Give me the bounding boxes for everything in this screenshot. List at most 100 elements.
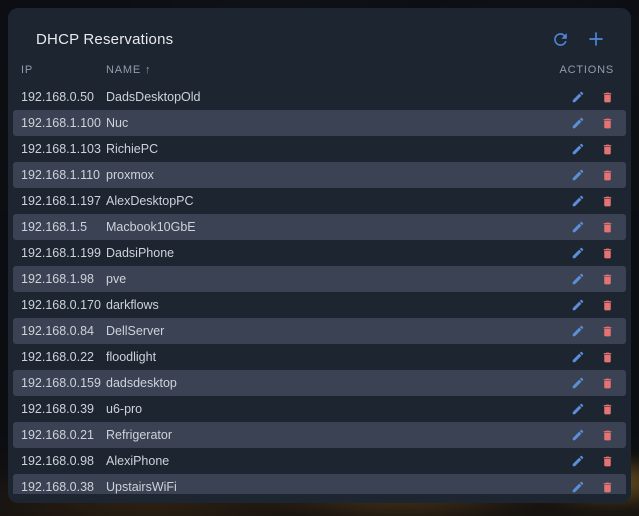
name-cell: UpstairsWiFi bbox=[106, 480, 177, 494]
ip-cell: 192.168.0.84 bbox=[21, 324, 94, 338]
edit-button[interactable] bbox=[571, 298, 585, 313]
row-actions bbox=[571, 90, 614, 105]
pencil-icon bbox=[571, 402, 585, 416]
name-cell: AlexDesktopPC bbox=[106, 194, 194, 208]
delete-button[interactable] bbox=[600, 428, 614, 443]
trash-icon bbox=[601, 142, 614, 157]
ip-cell: 192.168.0.159 bbox=[21, 376, 101, 390]
delete-button[interactable] bbox=[600, 376, 614, 391]
delete-button[interactable] bbox=[600, 142, 614, 157]
ip-cell: 192.168.0.22 bbox=[21, 350, 94, 364]
trash-icon bbox=[601, 220, 614, 235]
ip-cell: 192.168.0.170 bbox=[21, 298, 101, 312]
row-actions bbox=[571, 220, 614, 235]
row-actions bbox=[571, 324, 614, 339]
name-cell: pve bbox=[106, 272, 127, 286]
edit-button[interactable] bbox=[571, 402, 585, 417]
trash-icon bbox=[601, 116, 614, 131]
toolbar bbox=[549, 28, 607, 50]
ip-cell: 192.168.0.98 bbox=[21, 454, 94, 468]
pencil-icon bbox=[571, 428, 585, 442]
trash-icon bbox=[601, 324, 614, 339]
pencil-icon bbox=[571, 246, 585, 260]
trash-icon bbox=[601, 428, 614, 443]
trash-icon bbox=[601, 454, 614, 469]
reservations-list: 192.168.0.50 DadsDesktopOld 192.168.1.10… bbox=[13, 84, 626, 494]
table-row: 192.168.0.50 DadsDesktopOld bbox=[13, 84, 626, 110]
edit-button[interactable] bbox=[571, 90, 585, 105]
ip-cell: 192.168.0.50 bbox=[21, 90, 94, 104]
edit-button[interactable] bbox=[571, 168, 585, 183]
panel-title: DHCP Reservations bbox=[36, 30, 174, 48]
edit-button[interactable] bbox=[571, 246, 585, 261]
ip-cell: 192.168.1.199 bbox=[21, 246, 101, 260]
name-cell: Refrigerator bbox=[106, 428, 172, 442]
edit-button[interactable] bbox=[571, 116, 585, 131]
table-row: 192.168.1.110 proxmox bbox=[13, 162, 626, 188]
delete-button[interactable] bbox=[600, 220, 614, 235]
pencil-icon bbox=[571, 90, 585, 104]
pencil-icon bbox=[571, 116, 585, 130]
table-header-row: IP NAME ↑ ACTIONS bbox=[13, 64, 626, 84]
refresh-button[interactable] bbox=[549, 28, 571, 50]
refresh-icon bbox=[551, 30, 570, 49]
name-cell: darkflows bbox=[106, 298, 159, 312]
row-actions bbox=[571, 142, 614, 157]
edit-button[interactable] bbox=[571, 194, 585, 209]
plus-icon bbox=[587, 30, 605, 48]
name-cell: AlexiPhone bbox=[106, 454, 170, 468]
delete-button[interactable] bbox=[600, 272, 614, 287]
edit-button[interactable] bbox=[571, 324, 585, 339]
pencil-icon bbox=[571, 376, 585, 390]
pencil-icon bbox=[571, 480, 585, 494]
delete-button[interactable] bbox=[600, 246, 614, 261]
edit-button[interactable] bbox=[571, 454, 585, 469]
row-actions bbox=[571, 168, 614, 183]
delete-button[interactable] bbox=[600, 168, 614, 183]
edit-button[interactable] bbox=[571, 376, 585, 391]
trash-icon bbox=[601, 298, 614, 313]
column-header-ip[interactable]: IP bbox=[21, 64, 33, 76]
pencil-icon bbox=[571, 298, 585, 312]
ip-cell: 192.168.0.38 bbox=[21, 480, 94, 494]
pencil-icon bbox=[571, 350, 585, 364]
table-row: 192.168.0.21 Refrigerator bbox=[13, 422, 626, 448]
table-row: 192.168.0.84 DellServer bbox=[13, 318, 626, 344]
row-actions bbox=[571, 272, 614, 287]
delete-button[interactable] bbox=[600, 194, 614, 209]
delete-button[interactable] bbox=[600, 298, 614, 313]
trash-icon bbox=[601, 194, 614, 209]
add-reservation-button[interactable] bbox=[585, 28, 607, 50]
trash-icon bbox=[601, 480, 614, 495]
delete-button[interactable] bbox=[600, 116, 614, 131]
name-cell: dadsdesktop bbox=[106, 376, 177, 390]
column-header-name[interactable]: NAME ↑ bbox=[106, 64, 560, 76]
table-row: 192.168.0.38 UpstairsWiFi bbox=[13, 474, 626, 494]
edit-button[interactable] bbox=[571, 480, 585, 495]
trash-icon bbox=[601, 246, 614, 261]
delete-button[interactable] bbox=[600, 480, 614, 495]
sort-asc-arrow-icon: ↑ bbox=[144, 64, 152, 76]
edit-button[interactable] bbox=[571, 142, 585, 157]
delete-button[interactable] bbox=[600, 402, 614, 417]
name-cell: proxmox bbox=[106, 168, 154, 182]
edit-button[interactable] bbox=[571, 272, 585, 287]
pencil-icon bbox=[571, 194, 585, 208]
trash-icon bbox=[601, 376, 614, 391]
edit-button[interactable] bbox=[571, 350, 585, 365]
delete-button[interactable] bbox=[600, 350, 614, 365]
name-cell: u6-pro bbox=[106, 402, 143, 416]
delete-button[interactable] bbox=[600, 324, 614, 339]
table-row: 192.168.0.170 darkflows bbox=[13, 292, 626, 318]
edit-button[interactable] bbox=[571, 428, 585, 443]
pencil-icon bbox=[571, 454, 585, 468]
column-header-actions: ACTIONS bbox=[559, 64, 614, 76]
delete-button[interactable] bbox=[600, 90, 614, 105]
ip-cell: 192.168.1.100 bbox=[21, 116, 101, 130]
edit-button[interactable] bbox=[571, 220, 585, 235]
name-cell: Macbook10GbE bbox=[106, 220, 196, 234]
pencil-icon bbox=[571, 220, 585, 234]
ip-cell: 192.168.1.5 bbox=[21, 220, 88, 234]
delete-button[interactable] bbox=[600, 454, 614, 469]
